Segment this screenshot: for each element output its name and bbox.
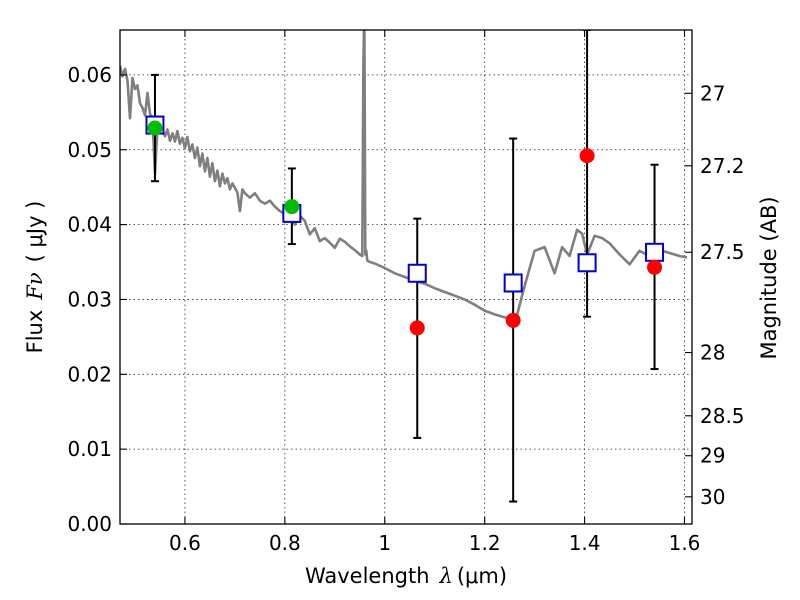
axes: 0.6 0.8 1 1.2 1.4 1.6 0.00 0.01 0.02 0.03 0.04 0.05… (67, 29, 745, 555)
y-tick-label: 0.02 (67, 362, 112, 386)
y2-axis-label: Magnitude (AB) (757, 196, 781, 359)
y-tick-label: 0.00 (67, 512, 112, 536)
y2-tick-label: 29 (700, 444, 725, 468)
model-square-point (407, 263, 427, 283)
plot-area (120, 30, 688, 503)
red-data-point (579, 148, 595, 164)
red-data-point (409, 320, 425, 336)
y2-tick-label: 27.5 (700, 240, 745, 264)
model-square-point (503, 273, 523, 293)
y-axis-label: Flux Fν ( μJy ) (23, 201, 47, 354)
y2-tick-label: 28.5 (700, 404, 745, 428)
x-axis-label: Wavelength λ (μm) (305, 564, 507, 588)
sed-line (120, 30, 688, 321)
y-axis-label-unit: ( μJy ) (23, 201, 47, 263)
x-tick-label: 1.4 (569, 531, 601, 555)
x-axis-label-symbol: λ (439, 564, 453, 588)
red-data-point (647, 259, 663, 275)
y2-tick-label: 27 (700, 81, 725, 105)
x-axis-label-text: Wavelength (305, 564, 430, 588)
red-data-point (505, 312, 521, 328)
y-tick-label: 0.04 (67, 213, 112, 237)
y2-tick-label: 27.2 (700, 154, 745, 178)
x-axis-label-unit: (μm) (457, 564, 507, 588)
model-square-point (577, 253, 597, 273)
plot-frame (119, 29, 693, 525)
x-tick-label: 0.8 (269, 531, 301, 555)
y-tick-label: 0.05 (67, 138, 112, 162)
x-tick-label: 1 (378, 531, 391, 555)
y2-tick-label: 28 (700, 341, 725, 365)
model-square-point (645, 242, 665, 262)
y2-tick-label: 30 (700, 485, 725, 509)
y-axis-label-symbol: Fν (23, 272, 47, 301)
x-tick-label: 0.6 (169, 531, 201, 555)
green-data-point (284, 199, 300, 215)
y-tick-label: 0.06 (67, 63, 112, 87)
x-tick-label: 1.2 (469, 531, 501, 555)
y-axis-label-text: Flux (23, 310, 47, 354)
y-tick-label: 0.03 (67, 287, 112, 311)
x-tick-label: 1.6 (669, 531, 701, 555)
green-data-point (147, 120, 163, 136)
y-tick-label: 0.01 (67, 437, 112, 461)
